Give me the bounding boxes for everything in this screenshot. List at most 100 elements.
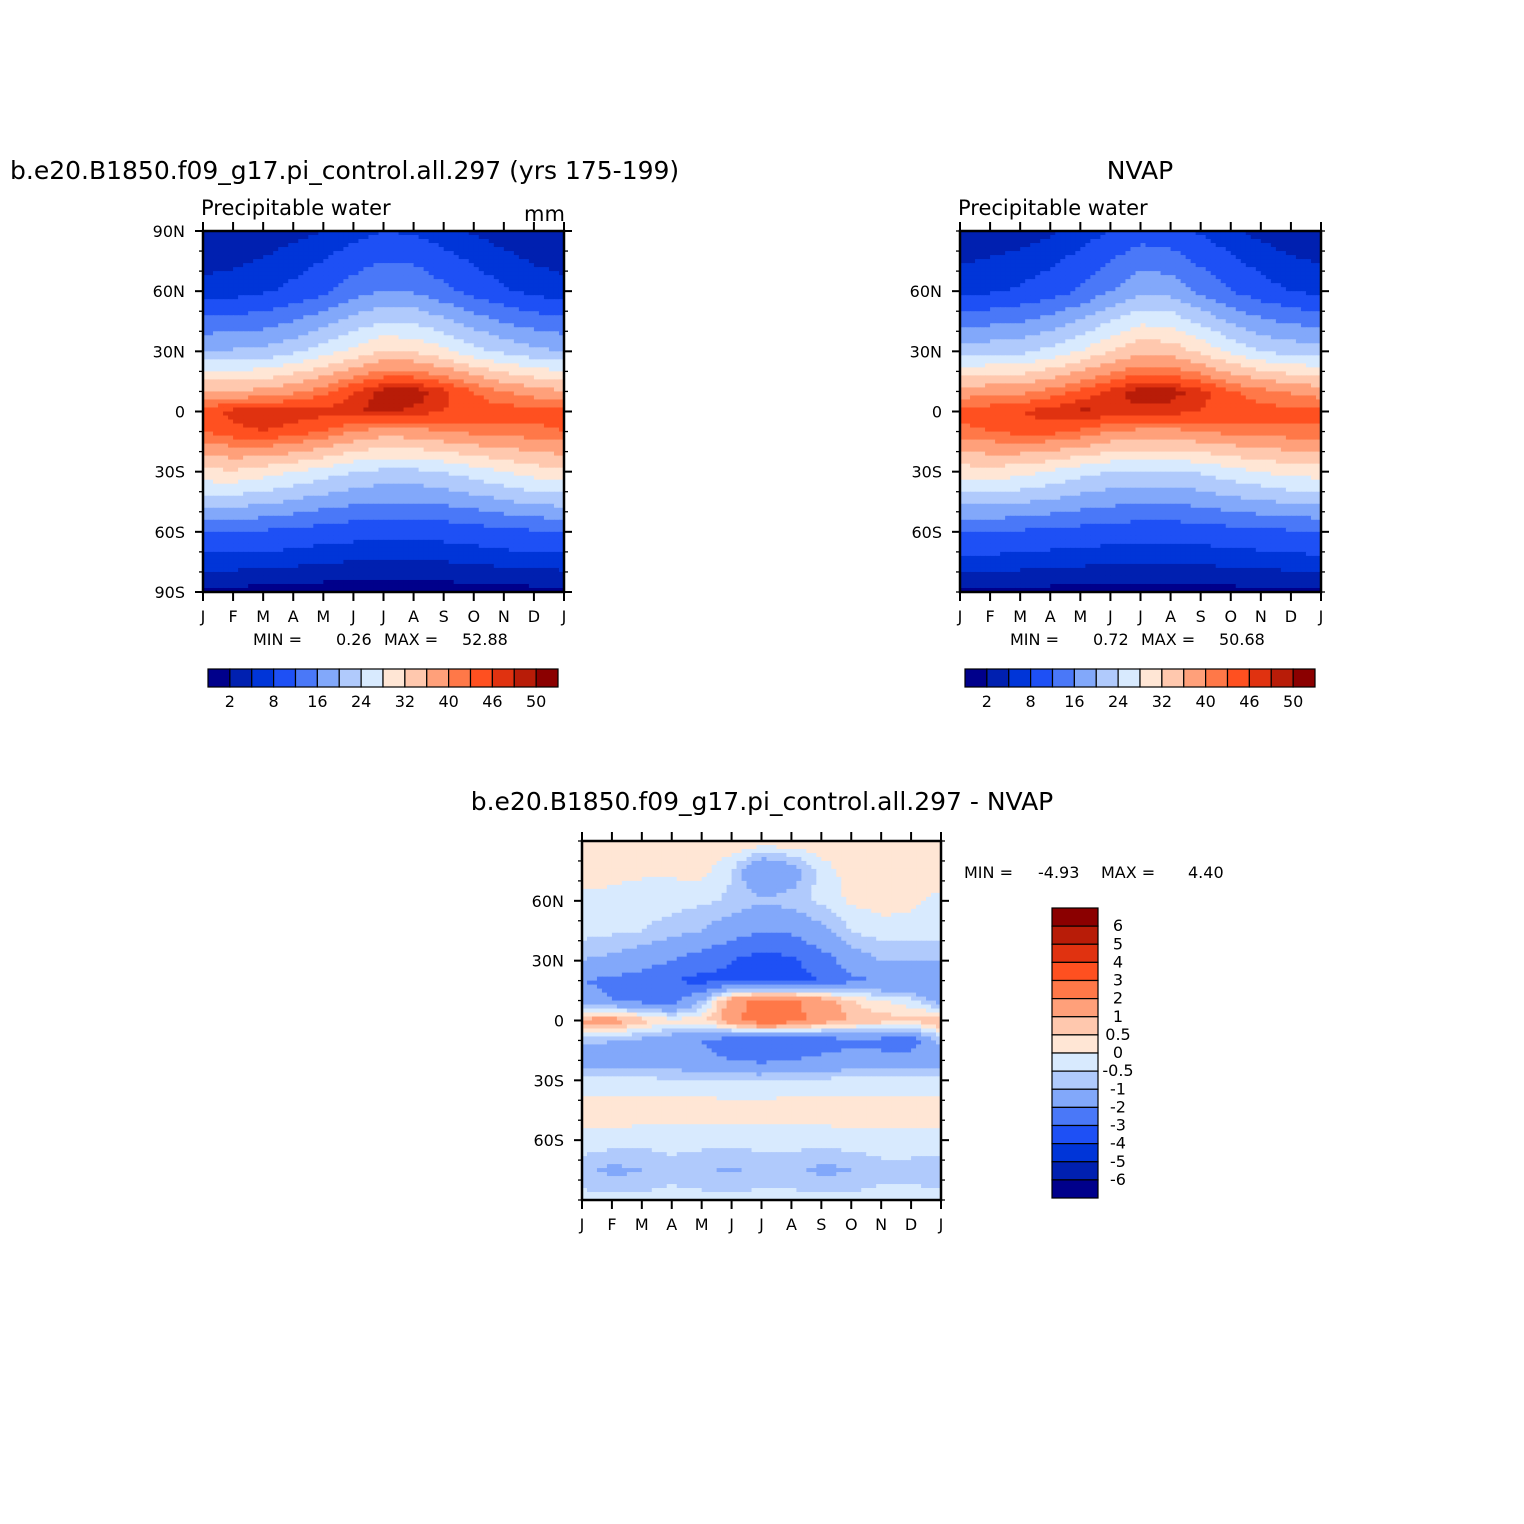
field-cell (333, 375, 339, 380)
field-cell (554, 239, 560, 244)
field-cell (509, 339, 515, 344)
field-cell (298, 359, 304, 364)
field-cell (409, 488, 415, 493)
field-cell (213, 327, 219, 332)
field-cell (243, 327, 249, 332)
field-cell (454, 403, 460, 408)
field-cell (414, 472, 420, 477)
field-cell (399, 452, 405, 457)
field-cell (293, 323, 299, 328)
field-cell (358, 267, 364, 272)
field-cell (399, 448, 405, 453)
field-cell (303, 412, 309, 417)
field-cell (223, 448, 229, 453)
field-cell (504, 387, 510, 392)
field-cell (253, 339, 259, 344)
field-cell (343, 464, 349, 469)
field-cell (409, 351, 415, 356)
field-cell (323, 291, 329, 296)
field-cell (389, 407, 395, 412)
field-cell (223, 323, 229, 328)
field-cell (233, 403, 239, 408)
field-cell (328, 460, 334, 465)
field-cell (318, 424, 324, 429)
field-cell (258, 371, 264, 376)
field-cell (308, 307, 314, 312)
field-cell (459, 243, 465, 248)
field-cell (343, 452, 349, 457)
field-cell (504, 412, 510, 417)
field-cell (378, 424, 384, 429)
field-cell (273, 335, 279, 340)
field-cell (454, 464, 460, 469)
field-cell (534, 484, 540, 489)
field-cell (489, 235, 495, 240)
field-cell (449, 448, 455, 453)
field-cell (499, 488, 505, 493)
field-cell (328, 424, 334, 429)
field-cell (293, 275, 299, 280)
field-cell (494, 315, 500, 320)
field-cell (464, 452, 470, 457)
field-cell (353, 371, 359, 376)
field-cell (213, 259, 219, 264)
field-cell (278, 327, 284, 332)
field-cell (213, 359, 219, 364)
field-cell (394, 327, 400, 332)
field-cell (303, 355, 309, 360)
field-cell (253, 271, 259, 276)
field-cell (208, 492, 214, 497)
field-cell (489, 263, 495, 268)
field-cell (484, 420, 490, 425)
field-cell (544, 480, 550, 485)
field-cell (223, 363, 229, 368)
field-cell (218, 287, 224, 292)
field-cell (429, 464, 435, 469)
field-cell (489, 323, 495, 328)
field-cell (303, 391, 309, 396)
field-cell (469, 496, 475, 501)
field-cell (308, 403, 314, 408)
field-cell (328, 375, 334, 380)
field-cell (213, 247, 219, 252)
field-cell (323, 319, 329, 324)
field-cell (404, 403, 410, 408)
field-cell (243, 428, 249, 433)
field-cell (509, 271, 515, 276)
field-cell (238, 363, 244, 368)
field-cell (459, 375, 465, 380)
field-cell (363, 452, 369, 457)
field-cell (233, 283, 239, 288)
field-cell (278, 311, 284, 316)
field-cell (409, 307, 415, 312)
field-cell (278, 416, 284, 421)
field-cell (479, 504, 485, 509)
field-cell (303, 267, 309, 272)
field-cell (454, 399, 460, 404)
field-cell (519, 416, 525, 421)
field-cell (459, 339, 465, 344)
field-cell (429, 279, 435, 284)
field-cell (253, 351, 259, 356)
field-cell (489, 287, 495, 292)
field-cell (484, 428, 490, 433)
field-cell (409, 347, 415, 352)
field-cell (504, 315, 510, 320)
field-cell (218, 239, 224, 244)
field-cell (243, 416, 249, 421)
field-cell (278, 239, 284, 244)
field-cell (394, 395, 400, 400)
field-cell (343, 291, 349, 296)
field-cell (338, 327, 344, 332)
field-cell (243, 383, 249, 388)
field-cell (238, 436, 244, 441)
field-cell (343, 307, 349, 312)
field-cell (333, 480, 339, 485)
field-cell (248, 371, 254, 376)
field-cell (499, 504, 505, 509)
field-cell (348, 279, 354, 284)
field-cell (338, 432, 344, 437)
field-cell (323, 424, 329, 429)
field-cell (358, 407, 364, 412)
field-cell (549, 247, 555, 252)
